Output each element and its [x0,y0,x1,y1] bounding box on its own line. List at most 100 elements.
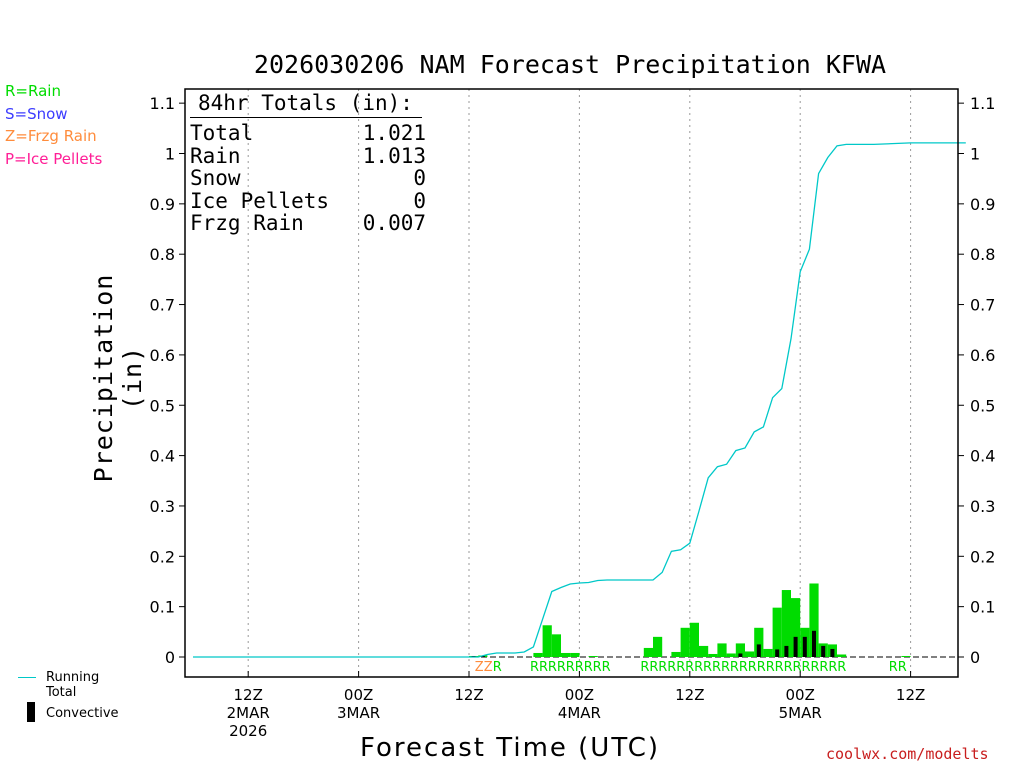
y-tick-label-left: 0 [165,648,175,667]
y-tick-label-right: 0.3 [970,497,995,516]
ptype-letter: R [593,660,602,675]
x-axis-label: Forecast Time (UTC) [359,733,660,763]
y-tick-label-left: 0.6 [150,346,175,365]
precip-bar [533,652,543,657]
precip-bar [708,653,718,657]
site-credit: coolwx.com/modelts [826,745,989,763]
y-tick-label-right: 0.1 [970,598,995,617]
ptype-letter: R [837,660,846,675]
x-tick-label: 3MAR [337,704,380,722]
x-tick-label: 12Z [896,686,925,704]
running-total-polyline [193,142,966,658]
precip-type-legend: R=Rain S=Snow Z=Frzg Rain P=Ice Pellets [5,80,102,170]
precip-bar [735,643,745,657]
ptype-letter: R [548,660,557,675]
totals-label: Ice Pellets [190,188,330,213]
totals-row-total: Total 1.021 [190,122,426,145]
x-tick-label: 2026 [229,722,267,740]
legend-snow: S=Snow [5,104,68,123]
ptype-letter: R [584,660,593,675]
y-tick-label-left: 0.8 [150,245,175,264]
x-tick-label: 00Z [786,686,815,704]
y-tick-label-left: 1 [165,145,175,164]
ptype-letter: R [640,660,649,675]
y-tick-label-right: 0.4 [970,447,995,466]
x-tick-label: 12Z [234,686,263,704]
plot-frame [184,88,959,678]
convective-bar [821,645,826,657]
ptype-letter: Z [475,660,484,675]
convective-bar [802,636,807,657]
convective-bar [756,644,761,657]
x-tick-label: 00Z [565,686,594,704]
precip-bar [542,625,552,657]
totals-underline [190,117,422,118]
legend-ice-pellets: P=Ice Pellets [5,149,103,168]
ptype-letter: R [658,660,667,675]
ptype-letter: Z [484,660,493,675]
x-tick-label: 2MAR [227,704,270,722]
ptype-letter: R [889,660,898,675]
legend-frzg-rain: Z=Frzg Rain [5,127,97,145]
ptype-letter: R [739,660,748,675]
convective-bar [775,649,780,657]
ptype-letter: R [721,660,730,675]
x-tick-label: 4MAR [558,704,601,722]
y-tick-label-left: 0.1 [150,598,175,617]
y-tick-label-left: 0.2 [150,547,175,566]
x-tick-label: 12Z [675,686,704,704]
convective-bar [793,636,798,657]
ptype-letter: R [766,660,775,675]
y-tick-label-left: 0.7 [150,296,175,315]
y-tick-label-right: 1 [970,145,980,164]
convective-swatch [27,702,35,722]
convective-bar [480,655,485,657]
y-tick-label-right: 1.1 [970,94,995,113]
precip-bar [809,583,819,657]
ptype-letter: R [602,660,611,675]
ptype-letter: R [784,660,793,675]
totals-label: Rain [190,143,241,168]
ptype-letter: R [667,660,676,675]
totals-box: 84hr Totals (in): Total 1.021 Rain 1.013 S… [190,91,426,235]
y-tick-label-left: 0.9 [150,195,175,214]
ptype-letter: R [730,660,739,675]
precip-bar [754,627,764,657]
totals-row-frzg-rain: Frzg Rain 0.007 [190,212,426,235]
precip-bar [680,627,690,657]
y-tick-label-right: 0.7 [970,296,995,315]
y-tick-label-right: 0.8 [970,245,995,264]
running-total-swatch [18,677,36,678]
y-tick-label-right: 0.5 [970,396,995,415]
ptype-letter: R [748,660,757,675]
ptype-letter: R [712,660,721,675]
convective-legend-label: Convective [46,706,119,721]
precip-bar [643,647,653,657]
precip-bar [561,652,571,657]
ptype-letter: R [703,660,712,675]
y-tick-label-right: 0.2 [970,547,995,566]
convective-bar [812,630,816,657]
precip-bar [653,636,663,657]
legend-rain: R=Rain [5,82,61,100]
x-tick-label: 12Z [454,686,483,704]
precip-bar [726,653,736,657]
precip-bar [791,598,801,657]
ptype-letter: R [810,660,819,675]
ptype-letter: R [819,660,828,675]
totals-header: 84hr Totals (in): [198,91,413,115]
y-tick-label-right: 0 [970,648,980,667]
precip-bar [781,590,791,657]
precip-bar [699,645,709,657]
ptype-letter: R [539,660,548,675]
ptype-letter: R [757,660,766,675]
x-tick-label: 5MAR [779,704,822,722]
y-tick-label-left: 1.1 [150,94,175,113]
ptype-letter: R [828,660,837,675]
totals-value: 1.021 [362,121,426,145]
precip-bar [772,607,782,657]
y-tick-label-right: 0.6 [970,346,995,365]
precip-bar [717,643,727,657]
